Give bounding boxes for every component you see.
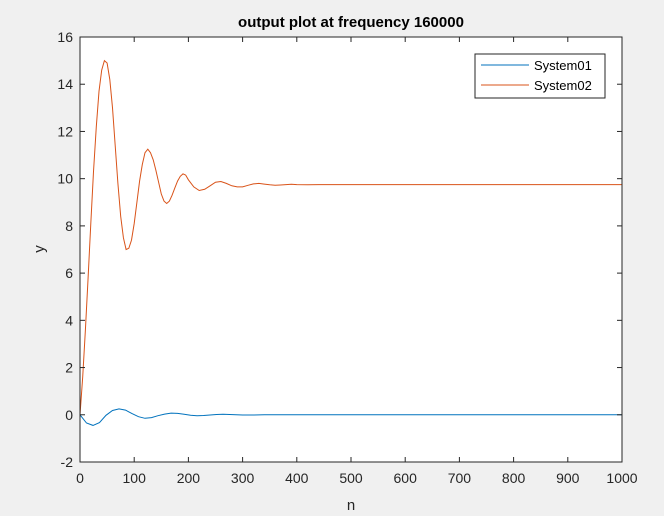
x-tick-label: 100 [123, 470, 147, 486]
legend-label-system01: System01 [534, 58, 592, 73]
y-tick-label: 10 [57, 171, 73, 187]
y-tick-label: 8 [65, 218, 73, 234]
x-tick-label: 1000 [606, 470, 637, 486]
y-tick-label: 16 [57, 29, 73, 45]
legend: System01 System02 [474, 53, 606, 99]
x-axis-label: n [347, 497, 355, 514]
plot-area [80, 37, 622, 462]
y-ticks: -2 0 2 4 6 8 10 12 14 16 [57, 29, 622, 470]
x-tick-label: 900 [556, 470, 580, 486]
x-tick-label: 400 [285, 470, 309, 486]
y-tick-label: 14 [57, 76, 73, 92]
x-tick-label: 0 [76, 470, 84, 486]
series-line-system02 [79, 59, 622, 415]
x-tick-label: 200 [177, 470, 201, 486]
chart-title: output plot at frequency 160000 [238, 14, 464, 31]
y-tick-label: 2 [65, 360, 73, 376]
y-tick-label: 12 [57, 123, 73, 139]
y-tick-label: 4 [65, 312, 73, 328]
series-group [79, 59, 622, 426]
y-tick-label: 6 [65, 265, 73, 281]
x-tick-label: 300 [231, 470, 255, 486]
x-tick-label: 700 [448, 470, 472, 486]
series-line-system01 [79, 408, 622, 426]
legend-box [474, 53, 606, 99]
y-tick-label: -2 [61, 454, 74, 470]
x-ticks: 0 100 200 300 400 500 600 700 800 900 1000 [76, 37, 638, 486]
y-axis-label: y [31, 245, 48, 253]
legend-label-system02: System02 [534, 78, 592, 93]
x-tick-label: 800 [502, 470, 526, 486]
y-tick-label: 0 [65, 407, 73, 423]
x-tick-label: 500 [339, 470, 363, 486]
x-tick-label: 600 [394, 470, 418, 486]
